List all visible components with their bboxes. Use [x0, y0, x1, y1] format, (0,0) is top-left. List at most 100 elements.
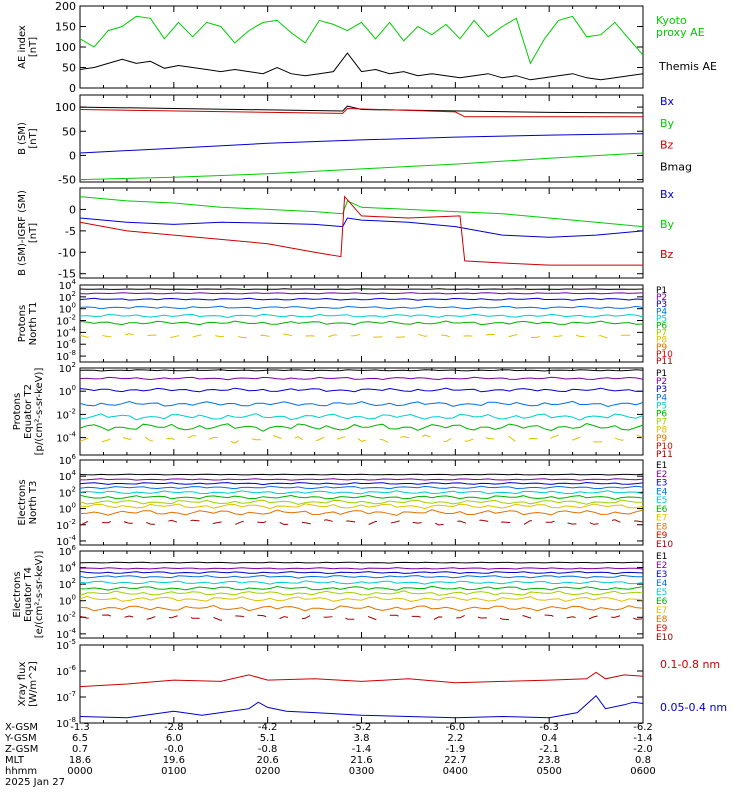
orbit-cell: 23.8: [538, 755, 560, 766]
panel-5-legend-item: P6: [656, 410, 667, 420]
panel-3-series-bz: [79, 195, 643, 266]
orbit-row-label: X-GSM: [5, 722, 38, 733]
panel-7-legend-item: E10: [656, 633, 673, 643]
panel-6-legend-item: E10: [656, 540, 673, 550]
panel-6-ytick-label: 102: [59, 485, 76, 499]
panel-6-series-e3: [79, 481, 644, 486]
panel-4-ylabel: North T1: [28, 302, 39, 346]
panel-6-series-e1: [79, 473, 644, 476]
panel-5-legend-item: P7: [656, 418, 667, 428]
orbit-cell: 6.0: [166, 733, 182, 744]
panel-5-legend-item: P4: [656, 393, 667, 403]
panel-5-series-p3: [79, 387, 644, 393]
orbit-cell: -6.2: [633, 722, 653, 733]
panel-6-ylabel: North T3: [28, 481, 39, 525]
panel-7-legend-item: E6: [656, 597, 668, 607]
panel-4-legend-item: P6: [656, 322, 667, 332]
panel-6-legend-item: E3: [656, 479, 667, 489]
panel-4-series-p1: [79, 288, 644, 291]
panel-6-legend-item: E1: [656, 461, 667, 471]
panel-7-legend-item: E7: [656, 606, 667, 616]
panel-5-frame: [79, 367, 644, 456]
panel-1-ylabel: AE index: [17, 25, 28, 69]
orbit-row-label: MLT: [5, 755, 25, 766]
panel-8-ylabel: Xray flux: [17, 662, 28, 707]
orbit-cell: 0400: [443, 766, 468, 777]
panel-8-ytick-label: 10-7: [56, 690, 76, 704]
panel-6-series-e9: [79, 509, 644, 516]
panel-4-series-p3: [79, 297, 644, 301]
panel-5-ytick-label: 100: [59, 384, 76, 398]
orbit-cell: 5.1: [260, 733, 276, 744]
orbit-cell: 0300: [349, 766, 374, 777]
panel-8-ylabel: [W/m^2]: [28, 661, 39, 707]
panel-4-legend-item: P9: [656, 343, 667, 353]
panel-1-ytick-label: 100: [55, 41, 76, 54]
orbit-cell: -2.0: [633, 744, 653, 755]
panel-5-legend-item: P11: [656, 450, 673, 460]
panel-7-series-e6: [79, 585, 644, 591]
panel-3-ytick-label: 0: [69, 203, 76, 216]
panel-4-legend-item: P1: [656, 286, 667, 296]
panel-2-series-bmag: [79, 105, 644, 114]
panel-8-ytick-label: 10-5: [56, 638, 76, 652]
orbit-row-label: hhmm: [5, 766, 37, 777]
panel-5-ytick-label: 10-4: [56, 431, 76, 445]
panel-4-legend-item: P7: [656, 329, 667, 339]
panel-6-ytick-label: 10-2: [56, 518, 76, 532]
orbit-cell: -1.9: [446, 744, 466, 755]
panel-3-legend-item: Bx: [660, 188, 675, 201]
panel-3-ytick-label: -15: [58, 268, 76, 281]
panel-8-frame: [79, 644, 644, 724]
panel-4-series-p2: [79, 292, 644, 295]
panel-7-ytick-label: 106: [59, 544, 77, 558]
orbit-cell: -6.3: [539, 722, 559, 733]
orbit-cell: -2.8: [164, 722, 184, 733]
orbit-cell: 0000: [67, 766, 92, 777]
panel-1-ytick-label: 0: [69, 82, 76, 95]
panel-7-series-e9: [79, 604, 644, 612]
panel-6-series-e6: [79, 494, 644, 500]
orbit-cell: 6.5: [72, 733, 88, 744]
panel-5-legend-item: P10: [656, 442, 673, 452]
panel-4-legend-item: P4: [656, 307, 667, 317]
panel-7-ytick-label: 104: [59, 561, 77, 575]
orbit-cell: -5.2: [352, 722, 372, 733]
panel-4-legend-item: P3: [656, 300, 667, 310]
panel-6-ylabel: Electrons: [17, 479, 28, 525]
panel-8-series-0-1-0-8-nm: [79, 671, 644, 688]
panel-5-series-p2: [79, 376, 644, 381]
panel-3-legend-item: By: [660, 218, 675, 231]
panel-4-series-p4: [79, 305, 644, 310]
panel-1-ylabel: [nT]: [28, 37, 39, 57]
panel-1-legend-item: Themis AE: [658, 60, 717, 73]
panel-8-series-0-05-0-4-nm: [79, 694, 644, 719]
panel-2-ytick-label: 50: [62, 125, 76, 138]
orbit-row-label: Z-GSM: [5, 744, 38, 755]
panel-6-legend-item: E8: [656, 522, 668, 532]
orbit-row-label: Y-GSM: [4, 733, 37, 744]
panel-1-ytick-label: 150: [55, 21, 76, 34]
panel-3-series-bx: [79, 217, 644, 238]
panel-4-legend-item: P11: [656, 357, 673, 367]
panel-2-series-bz: [79, 107, 643, 118]
panel-5-series-p1: [79, 369, 644, 372]
orbit-cell: 0600: [630, 766, 655, 777]
panel-7-series-e2: [79, 567, 644, 570]
panel-6-ytick-label: 100: [59, 502, 76, 516]
panel-6-legend-item: E7: [656, 514, 667, 524]
panel-7-series-e8: [79, 595, 644, 602]
panel-5-ylabel: [p/(cm²-s-sr-keV)]: [34, 368, 45, 456]
panel-1-ytick-label: 50: [62, 62, 76, 75]
panel-2-series-bx: [79, 133, 644, 154]
panel-4-series-p7: [79, 333, 644, 339]
panel-7-ylabel: Electrons: [12, 571, 23, 617]
panel-4-series-p5: [79, 313, 644, 319]
panel-4-ylabel: Protons: [17, 305, 28, 342]
panel-4-legend-item: P5: [656, 314, 667, 324]
panel-5-legend-item: P2: [656, 377, 667, 387]
panel-6-series-e4: [79, 485, 644, 490]
orbit-row-label: 2025 Jan 27: [5, 777, 65, 788]
orbit-cell: 0.4: [541, 733, 557, 744]
panel-7-ylabel: [e/(cm²-s-sr-keV)]: [34, 551, 45, 639]
